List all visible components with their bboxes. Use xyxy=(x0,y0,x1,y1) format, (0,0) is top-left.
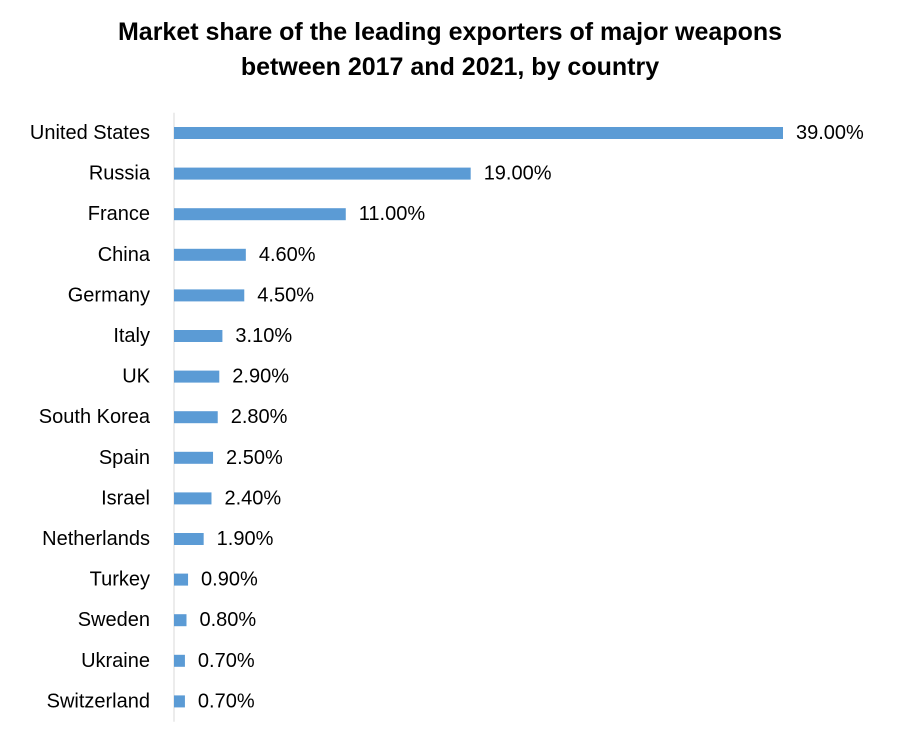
bar xyxy=(174,695,185,708)
category-label: Italy xyxy=(113,325,150,347)
category-label: France xyxy=(88,203,150,225)
bar xyxy=(174,370,220,383)
category-label: Turkey xyxy=(90,569,150,591)
value-label: 2.90% xyxy=(232,366,289,388)
value-label: 1.90% xyxy=(217,528,274,550)
bar xyxy=(174,208,346,221)
bar xyxy=(174,654,185,667)
value-label: 2.80% xyxy=(231,406,288,428)
category-label: Switzerland xyxy=(47,690,150,712)
bar xyxy=(174,573,189,586)
value-label: 4.50% xyxy=(257,284,314,306)
chart-title-line-2: between 2017 and 2021, by country xyxy=(240,53,660,81)
bar xyxy=(174,614,187,627)
category-label: Ukraine xyxy=(81,650,150,672)
value-label: 0.70% xyxy=(198,690,255,712)
value-label: 19.00% xyxy=(484,163,552,185)
value-label: 3.10% xyxy=(235,325,292,347)
value-label: 0.80% xyxy=(199,609,256,631)
bar xyxy=(174,289,245,302)
bar xyxy=(174,330,223,342)
category-label: Germany xyxy=(68,284,150,306)
category-label: Israel xyxy=(101,487,150,509)
category-label: Sweden xyxy=(78,609,150,631)
bar xyxy=(174,411,218,424)
category-label: Russia xyxy=(89,163,151,185)
bar xyxy=(174,167,471,180)
bar xyxy=(174,533,204,545)
bar xyxy=(174,248,246,261)
value-label: 0.90% xyxy=(201,569,258,591)
category-label: United States xyxy=(30,122,150,144)
value-label: 0.70% xyxy=(198,650,255,672)
category-label: Netherlands xyxy=(42,528,150,550)
category-label: UK xyxy=(122,366,150,388)
value-label: 2.50% xyxy=(226,447,283,469)
value-label: 4.60% xyxy=(259,244,316,266)
category-label: South Korea xyxy=(39,406,151,428)
bar xyxy=(174,451,214,464)
category-label: Spain xyxy=(99,447,150,469)
chart-title-line-1: Market share of the leading exporters of… xyxy=(117,18,783,46)
value-label: 39.00% xyxy=(796,122,864,144)
value-label: 2.40% xyxy=(224,487,281,509)
bar xyxy=(174,127,783,139)
bar xyxy=(174,492,212,505)
category-label: China xyxy=(98,244,151,266)
value-label: 11.00% xyxy=(359,203,426,225)
